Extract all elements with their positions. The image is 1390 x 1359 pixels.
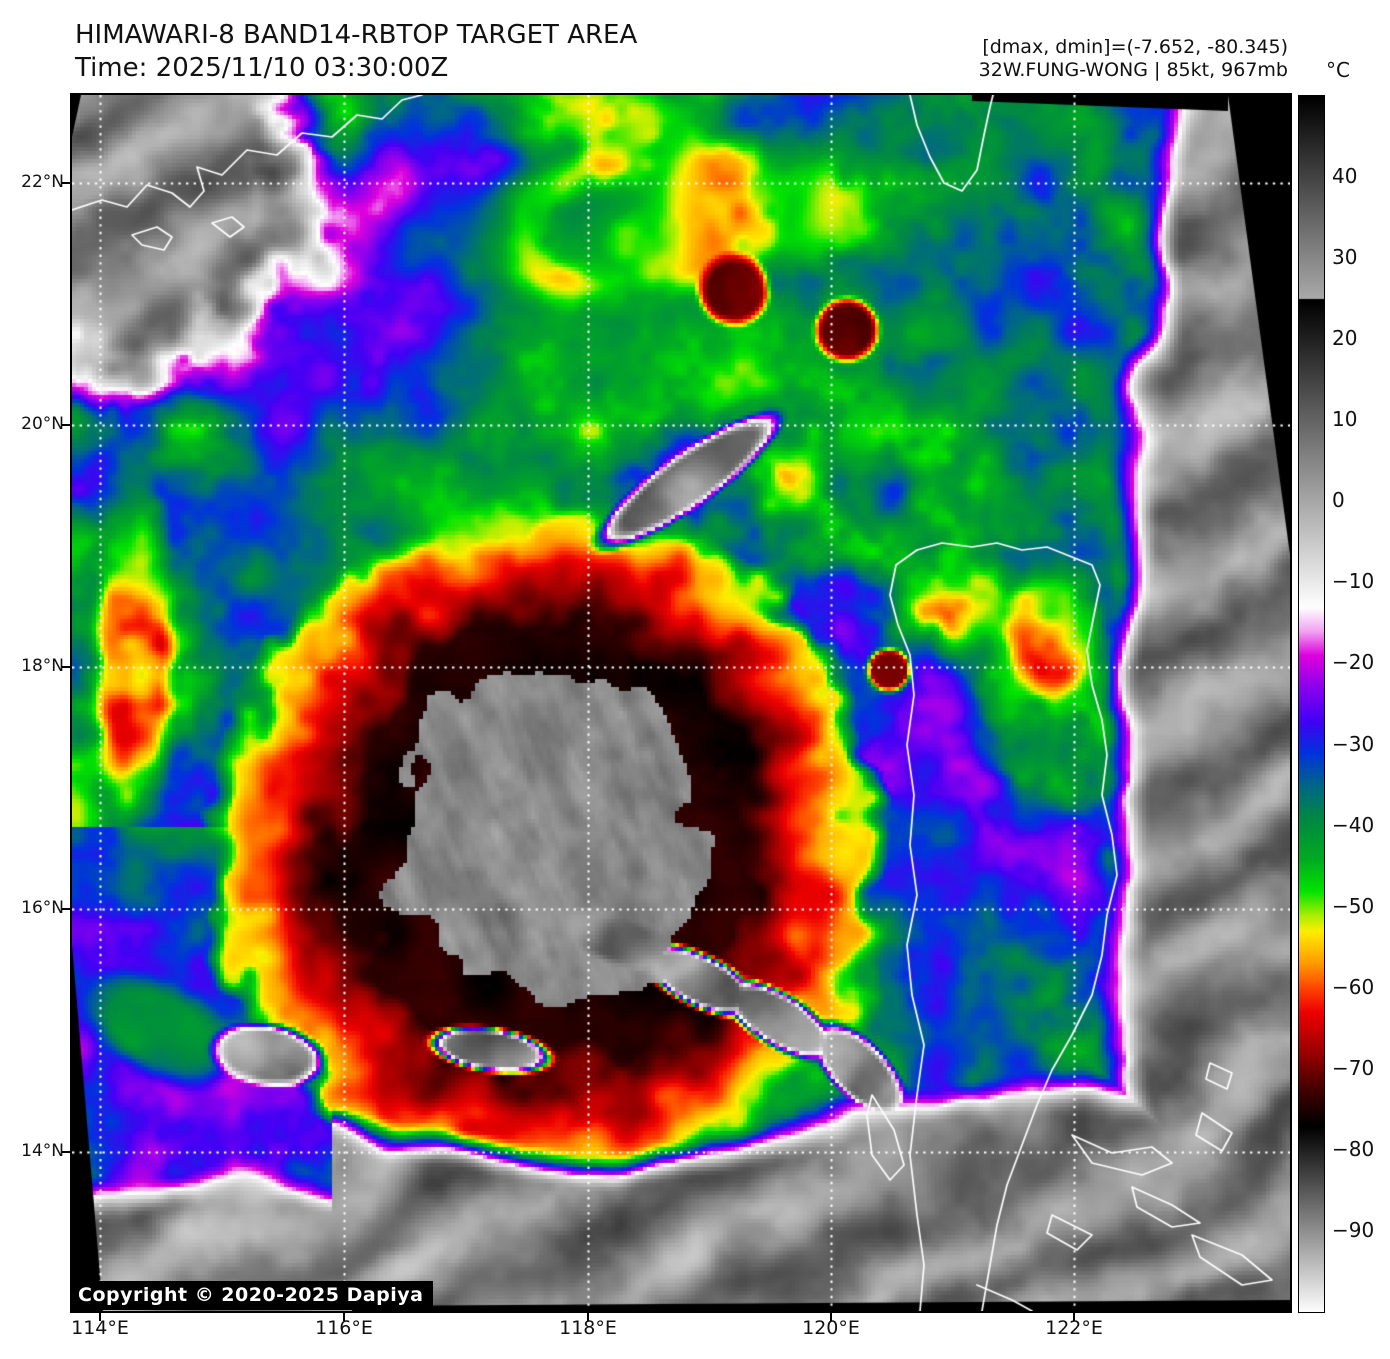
colorbar-tick-label: 30 xyxy=(1332,245,1358,270)
lat-label-22n: 22°N xyxy=(21,172,64,192)
lat-label-20n: 20°N xyxy=(21,414,64,434)
colorbar xyxy=(1298,95,1325,1313)
colorbar-tick-label: 0 xyxy=(1332,488,1345,513)
lon-label-114e: 114°E xyxy=(71,1317,129,1339)
lon-tick-mark xyxy=(1073,1311,1075,1321)
storm-info-line: 32W.FUNG-WONG | 85kt, 967mb xyxy=(978,59,1288,81)
lon-label-122e: 122°E xyxy=(1045,1317,1103,1339)
colorbar-tick-label: −70 xyxy=(1332,1055,1375,1080)
lon-tick-mark xyxy=(343,1311,345,1321)
header-right: [dmax, dmin]=(-7.652, -80.345) 32W.FUNG-… xyxy=(979,36,1288,82)
lat-label-18n: 18°N xyxy=(21,656,64,676)
lon-label-116e: 116°E xyxy=(315,1317,373,1339)
lat-tick-mark xyxy=(62,424,72,426)
satellite-map: Copyright © 2020-2025 Dapiya xyxy=(70,93,1292,1313)
lat-tick-mark xyxy=(62,1151,72,1153)
copyright-label: Copyright © 2020-2025 Dapiya xyxy=(72,1281,434,1310)
colorbar-tick-label: 40 xyxy=(1332,164,1358,189)
colorbar-unit-label: °C xyxy=(1326,58,1350,82)
lat-label-16n: 16°N xyxy=(21,898,64,918)
colorbar-tick-label: −50 xyxy=(1332,893,1375,918)
lon-label-120e: 120°E xyxy=(802,1317,860,1339)
colorbar-tick-label: −80 xyxy=(1332,1136,1375,1161)
lon-tick-mark xyxy=(830,1311,832,1321)
lon-tick-mark xyxy=(587,1311,589,1321)
dmax-dmin-stats: [dmax, dmin]=(-7.652, -80.345) xyxy=(982,36,1288,58)
colorbar-tick-label: 10 xyxy=(1332,407,1358,432)
page-title: HIMAWARI-8 BAND14-RBTOP TARGET AREA xyxy=(75,20,638,50)
lon-tick-mark xyxy=(99,1311,101,1321)
colorbar-tick-label: −90 xyxy=(1332,1217,1375,1242)
colorbar-tick-label: −40 xyxy=(1332,812,1375,837)
lon-label-118e: 118°E xyxy=(559,1317,617,1339)
colorbar-tick-label: −20 xyxy=(1332,650,1375,675)
infrared-imagery-canvas xyxy=(72,95,1290,1311)
lat-tick-mark xyxy=(62,182,72,184)
lat-tick-mark xyxy=(62,908,72,910)
colorbar-tick-label: −10 xyxy=(1332,569,1375,594)
lat-label-14n: 14°N xyxy=(21,1141,64,1161)
colorbar-tick-label: −30 xyxy=(1332,731,1375,756)
colorbar-tick-label: −60 xyxy=(1332,974,1375,999)
colorbar-tick-label: 20 xyxy=(1332,326,1358,351)
timestamp: Time: 2025/11/10 03:30:00Z xyxy=(75,53,449,83)
lat-tick-mark xyxy=(62,666,72,668)
